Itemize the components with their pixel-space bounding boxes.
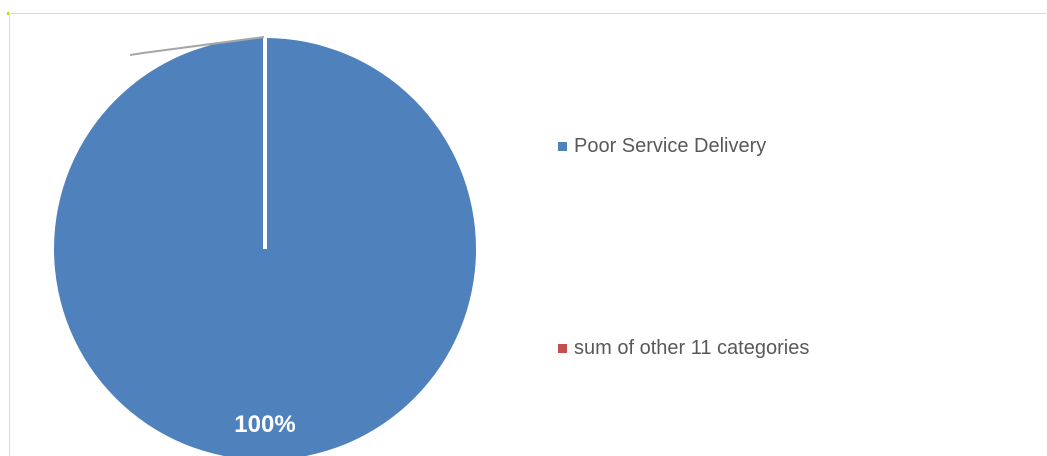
data-label-poor-service-delivery: 100% [234,411,295,438]
legend-label: sum of other 11 categories [574,337,810,359]
legend-swatch-red [558,343,567,353]
data-label-leader-line [129,36,265,56]
legend-swatch-blue [558,141,567,151]
legend-item-poor-service-delivery: Poor Service Delivery [558,134,766,158]
legend: Poor Service Delivery sum of other 11 ca… [558,0,1038,456]
legend-label: Poor Service Delivery [574,135,767,157]
chart-area [9,13,1046,456]
legend-item-sum-of-other-categories: sum of other 11 categories [558,336,809,360]
pie-slices [54,38,476,456]
corner-mark [7,12,9,15]
